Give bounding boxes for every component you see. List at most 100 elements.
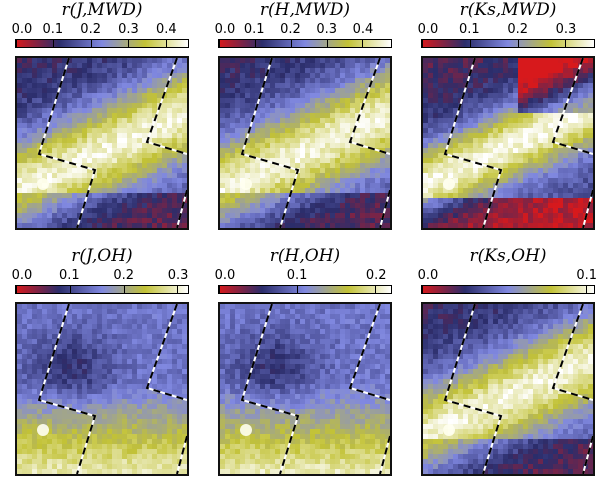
heatmap-cell — [220, 198, 225, 203]
heatmap-cell — [37, 324, 42, 329]
heatmap-cell — [127, 459, 132, 464]
heatmap-cell — [22, 68, 27, 73]
heatmap-cell — [82, 419, 87, 424]
heatmap-cell — [32, 459, 37, 464]
heatmap-cell — [47, 414, 52, 419]
heatmap-cell — [117, 319, 122, 324]
heatmap-cell — [177, 444, 182, 449]
heatmap-cell — [260, 108, 265, 113]
heatmap-cell — [498, 88, 503, 93]
heatmap-cell — [147, 409, 152, 414]
heatmap-cell — [92, 173, 97, 178]
heatmap-cell — [478, 223, 483, 228]
heatmap-cell — [548, 203, 553, 208]
heatmap-cell — [478, 208, 483, 213]
heatmap-cell — [147, 143, 152, 148]
heatmap-cell — [438, 113, 443, 118]
heatmap-cell — [533, 203, 538, 208]
heatmap-cell — [47, 138, 52, 143]
heatmap-cell — [107, 444, 112, 449]
heatmap-cell — [22, 334, 27, 339]
heatmap-cell — [538, 98, 543, 103]
heatmap-cell — [122, 143, 127, 148]
heatmap-cell — [32, 439, 37, 444]
heatmap-cell — [52, 168, 57, 173]
heatmap-cell — [152, 334, 157, 339]
heatmap-cell — [225, 133, 230, 138]
heatmap-cell — [478, 98, 483, 103]
heatmap-cell — [508, 118, 513, 123]
heatmap-cell — [533, 148, 538, 153]
heatmap-cell — [503, 158, 508, 163]
heatmap-cell — [448, 143, 453, 148]
heatmap-cell — [270, 188, 275, 193]
heatmap-cell — [17, 349, 22, 354]
heatmap-cell — [260, 193, 265, 198]
heatmap-cell — [147, 464, 152, 469]
heatmap-cell — [132, 218, 137, 223]
heatmap-cell — [37, 63, 42, 68]
heatmap-cell — [513, 133, 518, 138]
heatmap-cell — [305, 163, 310, 168]
heatmap-cell — [300, 324, 305, 329]
heatmap-cell — [305, 128, 310, 133]
heatmap-cell — [107, 364, 112, 369]
heatmap-cell — [47, 223, 52, 228]
heatmap-cell — [498, 68, 503, 73]
heatmap-cell — [275, 183, 280, 188]
heatmap-cell — [152, 73, 157, 78]
heatmap-cell — [235, 223, 240, 228]
heatmap-cell — [72, 319, 77, 324]
heatmap-cell — [72, 118, 77, 123]
heatmap-cell — [132, 434, 137, 439]
heatmap-cell — [67, 379, 72, 384]
heatmap-cell — [315, 334, 320, 339]
heatmap-cell — [385, 83, 390, 88]
heatmap-cell — [558, 63, 563, 68]
heatmap-cell — [270, 314, 275, 319]
heatmap-cell — [107, 208, 112, 213]
heatmap-cell — [315, 153, 320, 158]
heatmap-cell — [370, 143, 375, 148]
heatmap-cell — [503, 113, 508, 118]
heatmap-cell — [87, 379, 92, 384]
heatmap-cell — [122, 349, 127, 354]
heatmap-cell — [225, 193, 230, 198]
heatmap-cell — [350, 319, 355, 324]
heatmap-cell — [255, 218, 260, 223]
heatmap-cell — [473, 78, 478, 83]
heatmap-cell — [117, 113, 122, 118]
heatmap-cell — [27, 188, 32, 193]
heatmap-cell — [365, 138, 370, 143]
heatmap-cell — [230, 153, 235, 158]
heatmap-cell — [498, 223, 503, 228]
heatmap-cell — [92, 58, 97, 63]
heatmap-cell — [548, 148, 553, 153]
heatmap-cell — [380, 178, 385, 183]
heatmap-cell — [142, 68, 147, 73]
heatmap-cell — [177, 469, 182, 474]
heatmap-cell — [107, 188, 112, 193]
heatmap-cell — [92, 389, 97, 394]
heatmap-cell — [132, 118, 137, 123]
heatmap-cell — [97, 133, 102, 138]
heatmap-cell — [157, 374, 162, 379]
heatmap-cell — [305, 223, 310, 228]
heatmap-cell — [558, 58, 563, 63]
heatmap-cell — [107, 153, 112, 158]
heatmap-cell — [488, 193, 493, 198]
heatmap-cell — [543, 108, 548, 113]
heatmap-cell — [240, 218, 245, 223]
heatmap-cell — [72, 309, 77, 314]
heatmap-cell — [122, 198, 127, 203]
heatmap-cell — [473, 153, 478, 158]
heatmap-cell — [478, 133, 483, 138]
heatmap-cell — [32, 359, 37, 364]
heatmap-cell — [255, 188, 260, 193]
heatmap-cell — [310, 319, 315, 324]
heatmap-cell — [122, 148, 127, 153]
heatmap-cell — [32, 123, 37, 128]
heatmap-cell — [157, 78, 162, 83]
heatmap-cell — [127, 153, 132, 158]
heatmap-cell — [182, 63, 187, 68]
